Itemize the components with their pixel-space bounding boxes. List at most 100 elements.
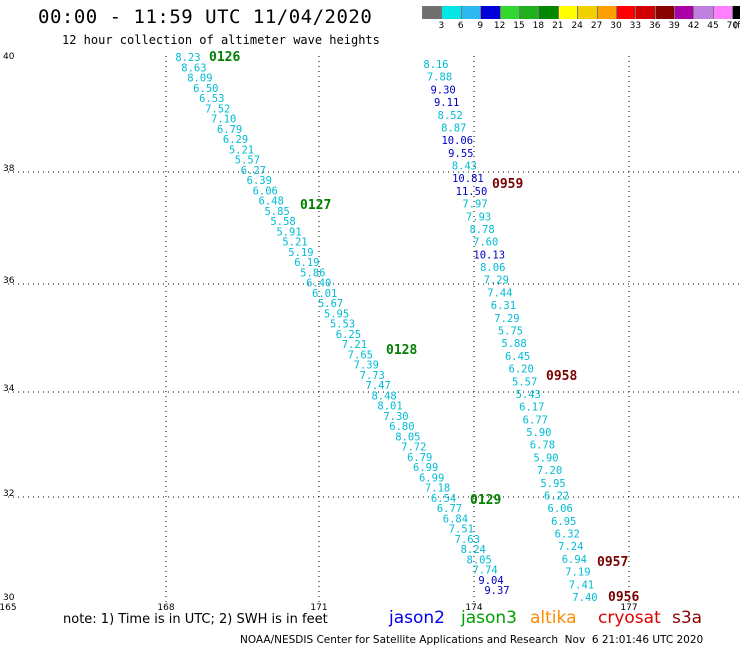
lat-label: 40 [3, 52, 15, 62]
wave-height-value: 6.20 [508, 364, 533, 376]
wave-height-value: 6.19 [294, 257, 319, 269]
wave-height-value: 6.27 [241, 165, 266, 177]
wave-height-value: 7.21 [342, 339, 367, 351]
wave-height-value: 6.80 [389, 421, 414, 433]
colorbar-label: 3 [438, 21, 445, 31]
colorbar-label: 6 [457, 21, 464, 31]
wave-height-value: 9.11 [434, 97, 459, 109]
satellite-legend-jason2: jason2 [389, 608, 445, 628]
wave-height-value: 7.63 [455, 534, 480, 546]
colorbar-label: 24 [571, 21, 583, 31]
wave-height-value: 6.01 [312, 288, 337, 300]
wave-height-value: 6.79 [217, 124, 242, 136]
wave-height-value: 10.81 [452, 173, 484, 185]
pass-time-label: 0958 [546, 369, 577, 384]
map-subtitle: 12 hour collection of altimeter wave hei… [62, 33, 380, 47]
colorbar-swatch [732, 6, 740, 19]
wave-height-value: 5.21 [229, 144, 254, 156]
colorbar-label: 39 [668, 21, 680, 31]
wave-height-value: 8.48 [371, 390, 396, 402]
wave-height-value: 6.48 [259, 196, 284, 208]
colorbar-label: 42 [687, 21, 700, 31]
colorbar [422, 6, 740, 19]
wave-height-value: 7.24 [558, 541, 583, 553]
colorbar-swatch [596, 6, 616, 19]
wave-height-value: 9.30 [430, 84, 455, 96]
wave-height-value: 6.79 [407, 452, 432, 464]
wave-height-value: 6.99 [419, 472, 444, 484]
wave-height-value: 6.99 [413, 462, 438, 474]
wave-height-value: 5.91 [276, 226, 301, 238]
lon-label: 174 [465, 603, 482, 612]
colorbar-label: 9 [477, 21, 484, 31]
pass-time-label: 0127 [300, 198, 331, 213]
wave-height-value: 6.39 [247, 175, 272, 187]
colorbar-swatch [518, 6, 539, 19]
wave-height-value: 6.94 [562, 554, 587, 566]
colorbar-swatch [441, 6, 461, 19]
wave-height-value: 8.24 [461, 544, 486, 556]
wave-height-value: 8.01 [377, 401, 402, 413]
wave-height-value: 5.90 [526, 427, 551, 439]
pass-time-label: 0129 [470, 493, 501, 508]
colorbar-label: (ft) [733, 21, 740, 31]
wave-height-value: 5.90 [533, 452, 558, 464]
wave-height-value: 6.06 [253, 185, 278, 197]
wave-height-value: 7.73 [360, 370, 385, 382]
wave-height-value: 6.25 [336, 329, 361, 341]
wave-height-value: 7.93 [466, 211, 491, 223]
colorbar-swatch [674, 6, 694, 19]
pass-time-label: 0128 [386, 343, 417, 358]
wave-height-value: 5.21 [282, 237, 307, 249]
wave-height-value: 6.50 [193, 83, 218, 95]
pass-time-labels: 0126 0127 0128 0129 0959 0958 0957 0956 [209, 50, 639, 605]
wave-height-value: 7.18 [425, 483, 450, 495]
wave-height-value: 7.40 [572, 592, 597, 604]
wave-height-value: 7.51 [449, 524, 474, 536]
wave-height-value: 6.40 [306, 278, 331, 290]
colorbar-swatch [693, 6, 713, 19]
wave-height-value: 5.57 [512, 376, 537, 388]
wave-height-value: 6.95 [551, 516, 576, 528]
wave-height-value: 5.86 [300, 267, 325, 279]
colorbar-label: 45 [707, 21, 719, 31]
wave-height-value: 6.84 [443, 513, 468, 525]
colorbar-swatch [538, 6, 558, 19]
satellite-legend-altika: altika [530, 608, 577, 628]
wave-height-value: 7.44 [487, 287, 512, 299]
wave-height-value: 7.10 [211, 114, 236, 126]
pass-time-label: 0956 [608, 590, 639, 605]
colorbar-swatch [654, 6, 675, 19]
wave-height-value: 5.53 [330, 319, 355, 331]
wave-height-value: 6.29 [223, 134, 248, 146]
wave-height-value: 6.32 [555, 529, 580, 541]
credit-line: NOAA/NESDIS Center for Satellite Applica… [240, 634, 704, 646]
footnote: note: 1) Time is in UTC; 2) SWH is in fe… [63, 612, 328, 627]
wave-height-value: 8.43 [452, 161, 477, 173]
wave-height-value: 7.20 [537, 465, 562, 477]
wave-height-value: 6.31 [491, 300, 516, 312]
colorbar-swatch [615, 6, 636, 19]
wave-height-value: 8.87 [441, 122, 466, 134]
wave-height-value: 6.22 [544, 490, 569, 502]
colorbar-swatch [422, 6, 442, 19]
wave-height-value: 9.55 [448, 148, 473, 160]
wave-height-value: 10.06 [441, 135, 473, 147]
map-title: 00:00 - 11:59 UTC 11/04/2020 [38, 6, 373, 28]
wave-height-value: 7.65 [348, 349, 373, 361]
wave-height-value: 8.23 [175, 52, 200, 64]
colorbar-swatch [460, 6, 481, 19]
colorbar-label: 15 [513, 21, 525, 31]
satellite-legend-cryosat: cryosat [598, 608, 661, 628]
wave-height-value: 11.50 [456, 186, 488, 198]
lat-label: 36 [3, 276, 15, 286]
satellite-legend-jason3: jason3 [461, 608, 517, 628]
pass-time-label: 0959 [492, 177, 523, 192]
wave-height-value: 10.13 [473, 249, 505, 261]
colorbar-swatch [635, 6, 655, 19]
lat-label: 38 [3, 164, 15, 174]
wave-height-value: 5.95 [324, 308, 349, 320]
wave-height-value: 6.77 [523, 414, 548, 426]
